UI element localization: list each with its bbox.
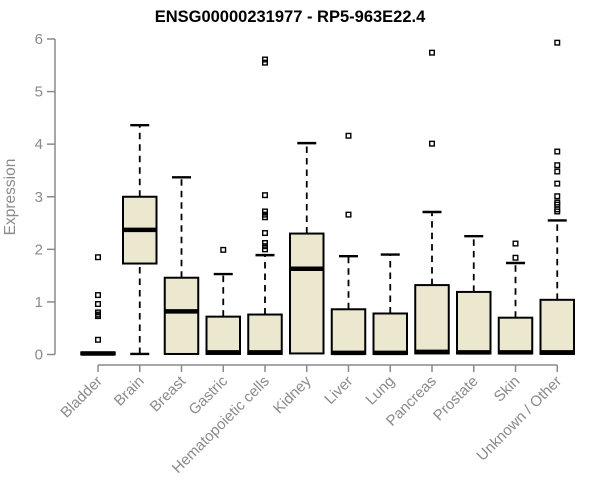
y-tick-label: 0 <box>35 347 43 364</box>
x-category-label: Liver <box>321 373 356 408</box>
chart-title: ENSG00000231977 - RP5-963E22.4 <box>155 8 426 26</box>
outlier-point <box>554 180 561 187</box>
outlier-point <box>345 132 352 139</box>
outlier-point <box>94 336 101 343</box>
outlier-point <box>345 211 352 218</box>
y-tick-label: 1 <box>35 294 43 311</box>
outlier-point <box>262 240 269 247</box>
boxplot-liver <box>330 132 367 356</box>
box-iqr <box>289 232 325 355</box>
x-category-label: Breast <box>147 372 190 415</box>
x-category-label: Brain <box>111 373 148 410</box>
outlier-point <box>554 193 561 200</box>
outlier-point <box>554 39 561 46</box>
outlier-point <box>512 240 519 247</box>
boxplot-brain <box>122 124 158 356</box>
y-axis-title: Expression <box>2 159 19 236</box>
box-iqr <box>539 298 575 355</box>
outlier-point <box>94 292 101 299</box>
outlier-point <box>262 59 269 66</box>
outlier-point <box>262 214 269 221</box>
boxplot-hematopoietic-cells <box>247 56 283 355</box>
box-iqr <box>163 276 200 355</box>
boxplots <box>80 39 575 356</box>
boxplot-unknown-other <box>539 39 575 355</box>
outlier-point <box>554 148 561 155</box>
boxplot-bladder <box>80 254 116 356</box>
boxplot-gastric <box>205 246 241 355</box>
boxplot-prostate <box>456 234 492 355</box>
x-category-label: Lung <box>362 373 398 409</box>
y-tick-label: 6 <box>35 31 43 48</box>
outlier-point <box>554 162 561 169</box>
outlier-point <box>554 208 561 215</box>
y-tick-label: 4 <box>35 136 43 153</box>
x-category-label: Prostate <box>430 373 482 425</box>
x-category-label: Bladder <box>57 373 106 422</box>
outlier-point <box>262 208 269 215</box>
boxplot-breast <box>163 176 200 355</box>
outlier-point <box>262 230 269 237</box>
outlier-point <box>429 140 436 147</box>
y-tick-label: 3 <box>35 189 43 206</box>
box-iqr <box>205 315 241 355</box>
outlier-point <box>262 56 269 63</box>
boxplot-lung <box>372 253 408 356</box>
outlier-point <box>94 254 101 261</box>
outlier-point <box>94 313 101 320</box>
box-iqr <box>372 312 408 355</box>
box-iqr <box>456 290 492 355</box>
box-iqr <box>247 313 283 355</box>
boxplot-kidney <box>289 141 325 355</box>
outlier-point <box>262 246 269 253</box>
boxplot-skin <box>497 240 534 355</box>
outlier-point <box>220 246 227 253</box>
y-tick-label: 2 <box>35 241 43 258</box>
outlier-point <box>94 301 101 308</box>
outlier-point <box>262 243 269 250</box>
x-category-label: Kidney <box>270 372 315 417</box>
outlier-point <box>512 254 519 261</box>
box-iqr <box>414 284 450 355</box>
outlier-point <box>554 168 561 175</box>
outlier-point <box>262 192 269 199</box>
y-tick-label: 5 <box>35 84 43 101</box>
x-category-label: Skin <box>491 373 524 406</box>
box-iqr <box>330 308 367 355</box>
outlier-point <box>429 49 436 56</box>
boxplot-pancreas <box>414 49 450 355</box>
box-iqr <box>497 316 534 355</box>
